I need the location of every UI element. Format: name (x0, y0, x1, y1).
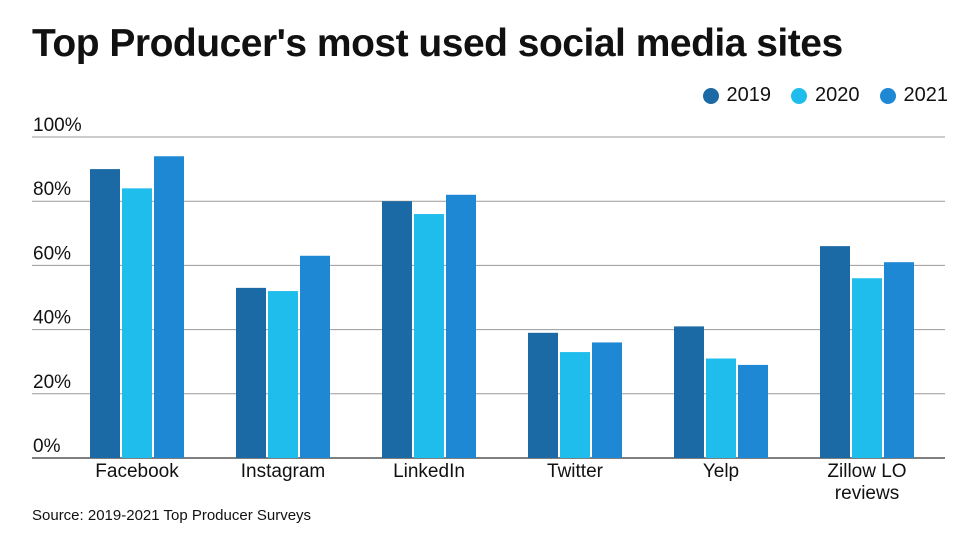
bar-2020-5 (852, 278, 882, 458)
bar-2019-1 (236, 287, 266, 458)
bar-2019-0 (90, 169, 120, 458)
y-tick-label: 100% (33, 115, 82, 136)
source-note: Source: 2019-2021 Top Producer Surveys (32, 507, 312, 524)
y-tick-label: 0% (33, 436, 61, 457)
bar-2021-0 (154, 156, 184, 458)
legend-swatch-2021 (879, 87, 896, 104)
legend-swatch-2020 (791, 87, 807, 104)
bar-2019-2 (382, 201, 412, 458)
y-tick-label: 20% (33, 372, 71, 393)
legend-item-2021: 2021 (879, 84, 949, 107)
chart-title: Top Producer's most used social media si… (32, 22, 843, 65)
y-tick-label: 40% (33, 308, 71, 329)
bar-2021-2 (446, 194, 476, 458)
x-category-label: Twitter (547, 461, 604, 482)
chart-legend: 2019 2020 2021 (702, 84, 949, 107)
legend-label-2020: 2020 (815, 84, 860, 106)
legend-item-2020: 2020 (791, 84, 860, 107)
bar-2021-3 (592, 342, 622, 458)
bar-2020-2 (414, 214, 444, 458)
legend-item-2019: 2019 (702, 84, 772, 107)
x-category-label: Zillow LO reviews (827, 461, 906, 504)
bar-2019-3 (528, 332, 558, 458)
x-category-label: Instagram (241, 461, 325, 482)
bar-2021-5 (884, 262, 914, 458)
bar-2019-5 (820, 246, 850, 458)
x-category-label: Yelp (703, 461, 739, 482)
bar-2020-1 (268, 291, 298, 458)
legend-label-2019: 2019 (726, 84, 772, 106)
y-tick-label: 60% (33, 243, 71, 264)
bar-2020-4 (706, 358, 736, 458)
bar-2021-1 (300, 255, 330, 458)
bar-2020-0 (122, 188, 152, 459)
bar-2019-4 (674, 326, 704, 458)
x-category-label: LinkedIn (393, 461, 465, 482)
legend-label-2021: 2021 (903, 84, 949, 106)
x-category-label: Facebook (95, 461, 179, 482)
y-tick-label: 80% (33, 179, 71, 200)
legend-swatch-2019 (702, 87, 719, 104)
bar-2020-3 (560, 352, 590, 458)
bar-2021-4 (738, 364, 768, 458)
